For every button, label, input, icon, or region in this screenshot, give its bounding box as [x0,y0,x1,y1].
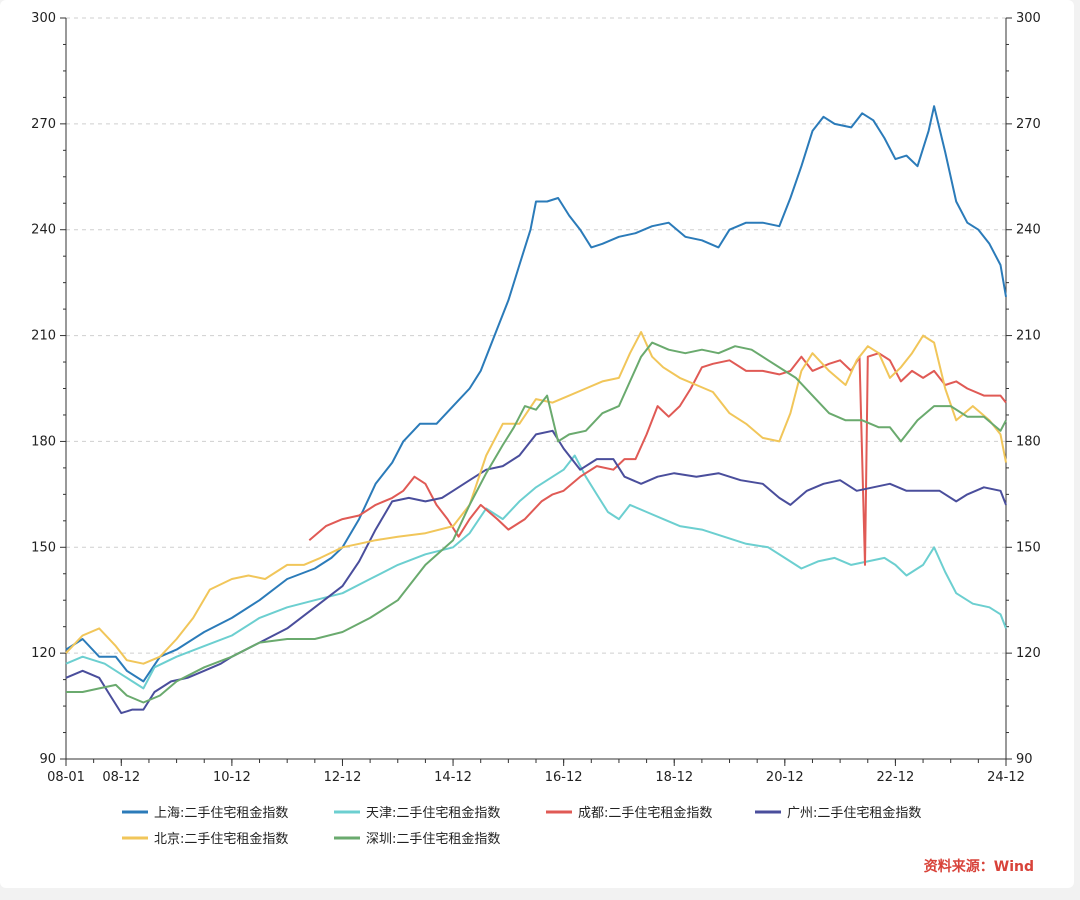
y-tick-label-right: 300 [1016,11,1041,26]
x-tick-label: 18-12 [655,770,693,785]
x-tick-label: 08-12 [102,770,140,785]
legend-label-5: 深圳:二手住宅租金指数 [366,831,500,847]
y-tick-label-right: 180 [1016,434,1041,449]
series-line-0 [65,105,1007,683]
series-lines [65,105,1007,715]
y-tick-label-right: 210 [1016,329,1041,344]
x-tick-label: 20-12 [766,770,804,785]
y-tick-label-left: 270 [31,117,56,132]
legend-label-4: 北京:二手住宅租金指数 [154,831,288,847]
x-tick-label: 16-12 [545,770,583,785]
y-tick-label-left: 120 [31,646,56,661]
legend-label-1: 天津:二手住宅租金指数 [366,805,500,821]
x-tick-label: 10-12 [213,770,251,785]
y-tick-label-left: 300 [31,11,56,26]
series-line-3 [65,429,1007,715]
y-tick-label-left: 150 [31,540,56,555]
y-tick-label-right: 90 [1016,752,1033,767]
y-tick-label-left: 180 [31,434,56,449]
x-tick-label: 14-12 [434,770,472,785]
legend-label-2: 成都:二手住宅租金指数 [578,805,712,821]
legend-label-0: 上海:二手住宅租金指数 [154,805,288,821]
legend-label-3: 广州:二手住宅租金指数 [787,805,921,821]
y-tick-label-left: 210 [31,329,56,344]
y-tick-label-left: 90 [39,752,56,767]
series-line-4 [65,331,1007,665]
x-tick-label: 08-01 [47,770,85,785]
y-tick-label-right: 240 [1016,223,1041,238]
axes: 90 120 150 180 210 240 270 300 90 120 150 180 210 240… [31,11,1041,785]
x-tick-label: 22-12 [877,770,915,785]
y-tick-label-left: 240 [31,223,56,238]
series-line-5 [66,341,1007,704]
y-tick-label-right: 150 [1016,540,1041,555]
legend: 上海:二手住宅租金指数 天津:二手住宅租金指数 成都:二手住宅租金指数 广州:二手住宅… [122,805,921,847]
series-line-1 [65,454,1007,690]
series-line-2 [308,352,1007,566]
source-watermark: 资料来源：Wind [923,859,1034,875]
x-tick-label: 24-12 [987,770,1025,785]
y-tick-label-right: 120 [1016,646,1041,661]
y-tick-label-right: 270 [1016,117,1041,132]
x-tick-label: 12-12 [324,770,362,785]
